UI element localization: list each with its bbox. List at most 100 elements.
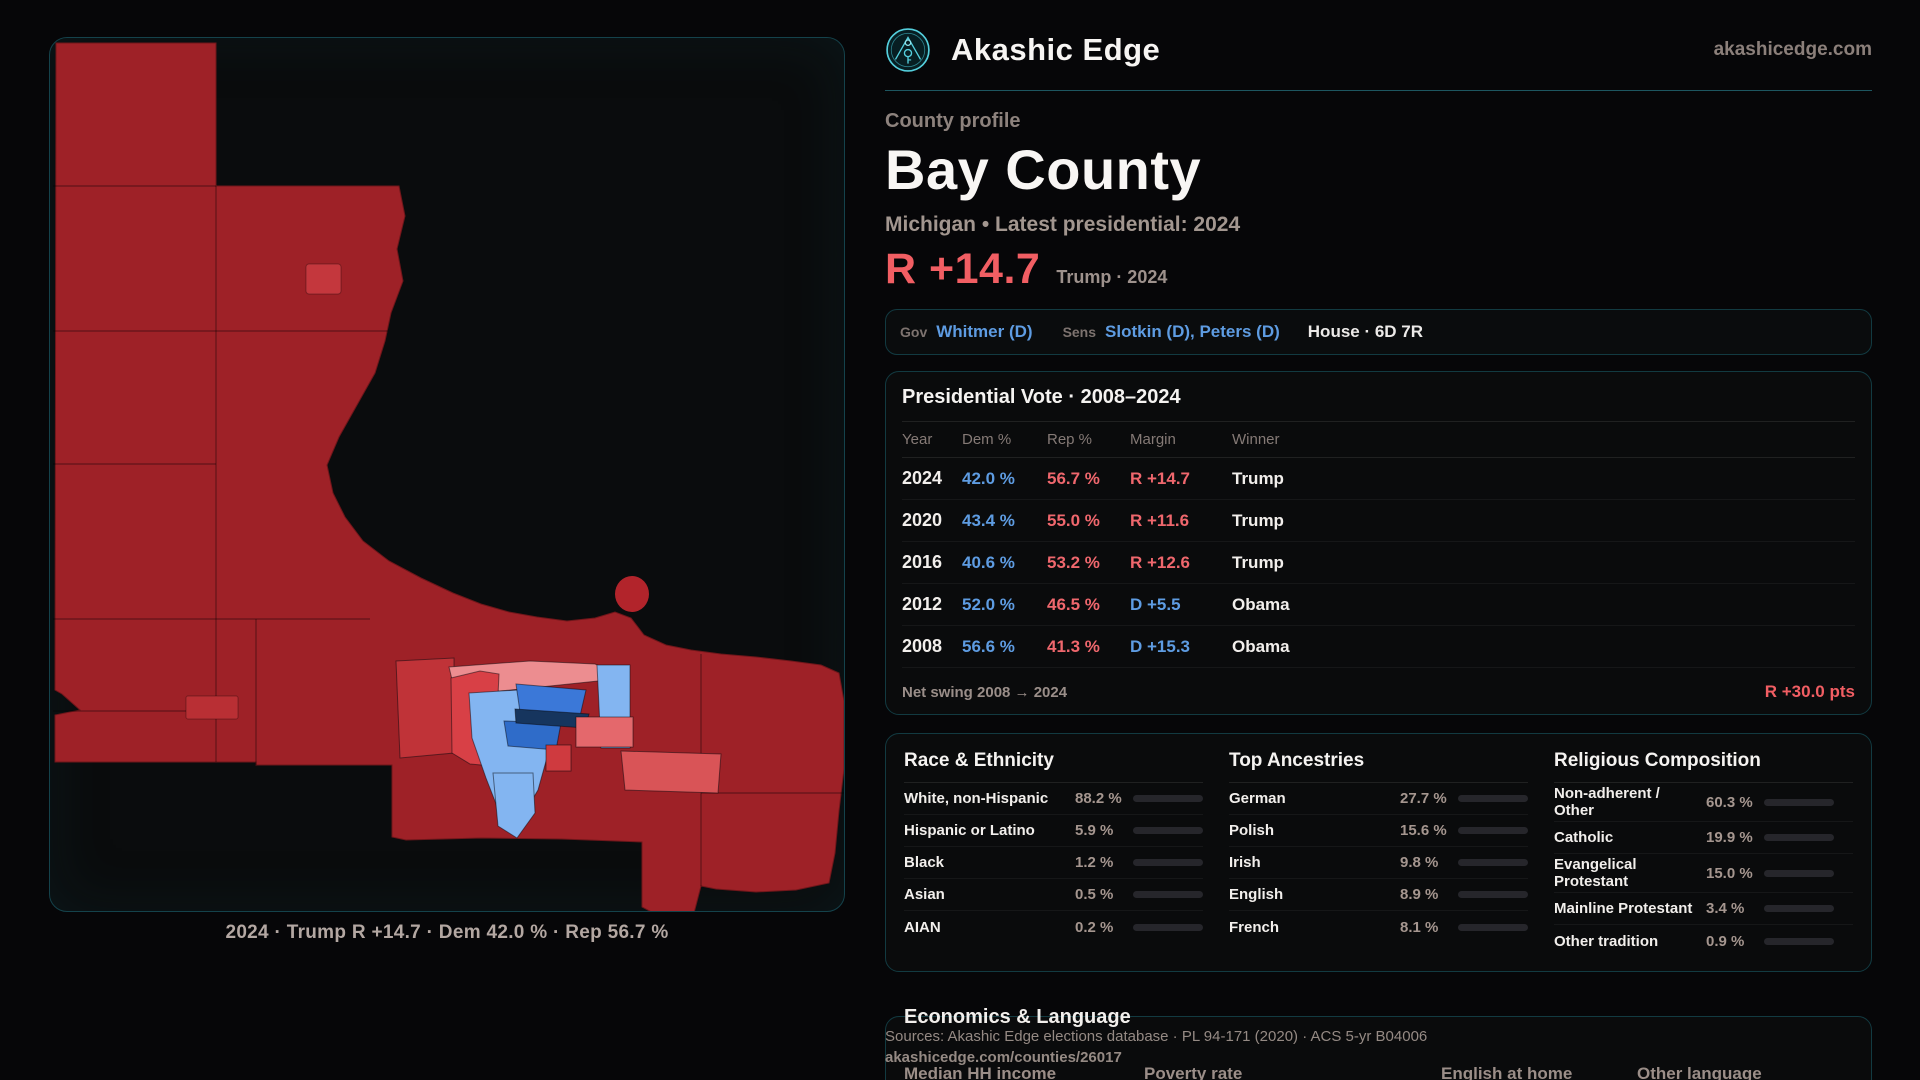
list-item: Other tradition 0.9 % bbox=[1554, 925, 1853, 957]
table-row: 2024 42.0 % 56.7 % R +14.7 Trump bbox=[902, 458, 1855, 500]
list-item: Catholic 19.9 % bbox=[1554, 822, 1853, 854]
stat-bar bbox=[1458, 923, 1528, 931]
governor-label: Gov bbox=[900, 324, 928, 340]
religion-value: 60.3 % bbox=[1706, 793, 1753, 811]
religion-label: Mainline Protestant bbox=[1554, 900, 1693, 917]
ancestry-label: Polish bbox=[1229, 822, 1275, 839]
akashic-edge-logo-icon bbox=[886, 28, 930, 72]
winner: Trump bbox=[1232, 552, 1284, 572]
race-value: 0.5 % bbox=[1075, 886, 1114, 903]
economics-title: Economics & Language bbox=[904, 1006, 1131, 1028]
religion-label: Catholic bbox=[1554, 829, 1614, 846]
winner: Trump bbox=[1232, 510, 1284, 530]
site-header: Akashic Edge akashicedge.com bbox=[885, 0, 1872, 91]
stat-bar bbox=[1764, 834, 1834, 841]
map-caption: 2024 · Trump R +14.7 · Dem 42.0 % · Rep … bbox=[225, 922, 669, 943]
ancestry-label: English bbox=[1229, 886, 1284, 903]
list-item: Irish 9.8 % bbox=[1229, 847, 1528, 879]
house-delegation: House · 6D 7R bbox=[1307, 322, 1424, 341]
list-item: Non-adherent / Other 60.3 % bbox=[1554, 783, 1853, 822]
margin: D +15.3 bbox=[1130, 636, 1191, 656]
governor-link[interactable]: Whitmer (D) bbox=[936, 322, 1033, 341]
table-row: 2008 56.6 % 41.3 % D +15.3 Obama bbox=[902, 626, 1855, 668]
margin: D +5.5 bbox=[1130, 594, 1181, 614]
site-title: Akashic Edge bbox=[951, 32, 1161, 67]
religion-label: Non-adherent / Other bbox=[1554, 785, 1660, 819]
site-domain-link[interactable]: akashicedge.com bbox=[1713, 39, 1872, 60]
presidential-vote-table: Year Dem % Rep % Margin Winner 2024 42.0… bbox=[902, 422, 1855, 668]
stat-bar bbox=[1458, 795, 1528, 802]
race-value: 1.2 % bbox=[1075, 854, 1114, 871]
stat-label: Other language bbox=[1637, 1064, 1762, 1080]
dem-share: 56.6 % bbox=[962, 636, 1015, 656]
year: 2016 bbox=[902, 552, 943, 572]
dem-share: 42.0 % bbox=[962, 468, 1015, 488]
religion-value: 0.9 % bbox=[1706, 932, 1745, 950]
stat-bar bbox=[1764, 937, 1834, 945]
economics-panel: Economics & Language Median HH income $6… bbox=[885, 1006, 1872, 1080]
list-item: White, non-Hispanic 88.2 % bbox=[904, 783, 1203, 815]
religion-value: 15.0 % bbox=[1706, 864, 1753, 882]
dem-share: 52.0 % bbox=[962, 594, 1015, 614]
table-row: 2020 43.4 % 55.0 % R +11.6 Trump bbox=[902, 500, 1855, 542]
winner: Obama bbox=[1232, 636, 1290, 656]
col-dem: Dem % bbox=[962, 431, 1012, 448]
senators-link[interactable]: Slotkin (D), Peters (D) bbox=[1105, 322, 1280, 341]
list-item: English 8.9 % bbox=[1229, 879, 1528, 911]
list-item: French 8.1 % bbox=[1229, 911, 1528, 943]
demographics-panel: Race & Ethnicity White, non-Hispanic 88.… bbox=[885, 733, 1872, 972]
list-item: AIAN 0.2 % bbox=[904, 911, 1203, 943]
senators-label: Sens bbox=[1062, 324, 1097, 340]
winner: Obama bbox=[1232, 594, 1290, 614]
list-item: Polish 15.6 % bbox=[1229, 815, 1528, 847]
ancestry-value: 9.8 % bbox=[1400, 854, 1439, 871]
county-silhouette bbox=[54, 42, 844, 911]
stat-bar bbox=[1133, 891, 1203, 898]
table-header-row: Year Dem % Rep % Margin Winner bbox=[902, 422, 1855, 458]
stat-english-at-home: English at home 97.7 % bbox=[1441, 1064, 1637, 1080]
stat-bar bbox=[1764, 905, 1834, 912]
rep-share: 55.0 % bbox=[1047, 510, 1100, 530]
margin: R +11.6 bbox=[1130, 510, 1190, 530]
race-ethnicity-section: Race & Ethnicity White, non-Hispanic 88.… bbox=[904, 750, 1203, 957]
religion-value: 3.4 % bbox=[1706, 900, 1745, 917]
bay-island-precinct bbox=[615, 576, 649, 612]
stat-bar bbox=[1458, 859, 1528, 866]
ancestries-title: Top Ancestries bbox=[1229, 750, 1528, 783]
stat-label: Median HH income bbox=[904, 1064, 1057, 1080]
religion-label: Other tradition bbox=[1554, 932, 1659, 950]
col-winner: Winner bbox=[1232, 431, 1280, 448]
headline-margin-note: Trump · 2024 bbox=[1056, 267, 1168, 287]
headline-margin-value: R +14.7 bbox=[885, 245, 1041, 293]
officials-bar: Gov Whitmer (D) Sens Slotkin (D), Peters… bbox=[885, 309, 1872, 355]
year: 2012 bbox=[902, 594, 943, 614]
precinct-light bbox=[305, 263, 342, 295]
ancestry-label: French bbox=[1229, 918, 1280, 936]
religion-value: 19.9 % bbox=[1706, 829, 1753, 846]
year: 2008 bbox=[902, 636, 943, 656]
rep-share: 53.2 % bbox=[1047, 552, 1100, 572]
stat-bar bbox=[1764, 869, 1834, 877]
winner: Trump bbox=[1232, 468, 1284, 488]
year: 2024 bbox=[902, 468, 943, 488]
ancestry-label: German bbox=[1229, 790, 1286, 807]
race-value: 5.9 % bbox=[1075, 822, 1114, 839]
net-swing-label: Net swing 2008 → 2024 bbox=[902, 683, 1068, 701]
stat-bar bbox=[1133, 923, 1203, 931]
ancestries-section: Top Ancestries German 27.7 % Polish 15.6… bbox=[1229, 750, 1528, 957]
rep-share: 56.7 % bbox=[1047, 468, 1100, 488]
religion-title: Religious Composition bbox=[1554, 750, 1853, 783]
rep-share: 41.3 % bbox=[1047, 636, 1100, 656]
sources-note: Sources: Akashic Edge elections database… bbox=[885, 1028, 1428, 1045]
net-swing-value: R +30.0 pts bbox=[1764, 682, 1855, 701]
col-margin: Margin bbox=[1130, 431, 1176, 448]
list-item: Mainline Protestant 3.4 % bbox=[1554, 893, 1853, 925]
ancestry-label: Irish bbox=[1229, 854, 1261, 871]
stat-label: English at home bbox=[1441, 1064, 1573, 1080]
permalink[interactable]: akashicedge.com/counties/26017 bbox=[885, 1049, 1122, 1066]
race-label: AIAN bbox=[904, 918, 941, 936]
precinct-choropleth-map[interactable] bbox=[50, 38, 845, 912]
state-and-latest-line: Michigan • Latest presidential: 2024 bbox=[885, 213, 1241, 236]
rep-share: 46.5 % bbox=[1047, 594, 1100, 614]
margin: R +14.7 bbox=[1130, 468, 1191, 488]
